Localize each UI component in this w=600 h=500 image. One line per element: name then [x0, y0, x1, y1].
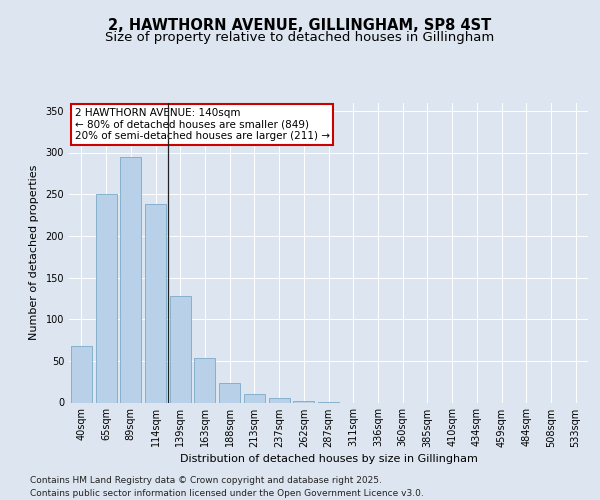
Bar: [120, 156, 141, 402]
Bar: [293, 401, 314, 402]
Bar: [269, 398, 290, 402]
Text: Size of property relative to detached houses in Gillingham: Size of property relative to detached ho…: [106, 31, 494, 44]
Y-axis label: Number of detached properties: Number of detached properties: [29, 165, 38, 340]
Bar: [71, 346, 92, 403]
Bar: [194, 358, 215, 403]
Text: 2 HAWTHORN AVENUE: 140sqm
← 80% of detached houses are smaller (849)
20% of semi: 2 HAWTHORN AVENUE: 140sqm ← 80% of detac…: [74, 108, 329, 142]
Text: Contains public sector information licensed under the Open Government Licence v3: Contains public sector information licen…: [30, 489, 424, 498]
Bar: [219, 382, 240, 402]
Text: 2, HAWTHORN AVENUE, GILLINGHAM, SP8 4ST: 2, HAWTHORN AVENUE, GILLINGHAM, SP8 4ST: [109, 18, 491, 32]
Bar: [95, 194, 116, 402]
X-axis label: Distribution of detached houses by size in Gillingham: Distribution of detached houses by size …: [179, 454, 478, 464]
Bar: [145, 204, 166, 402]
Bar: [244, 394, 265, 402]
Bar: [170, 296, 191, 403]
Text: Contains HM Land Registry data © Crown copyright and database right 2025.: Contains HM Land Registry data © Crown c…: [30, 476, 382, 485]
